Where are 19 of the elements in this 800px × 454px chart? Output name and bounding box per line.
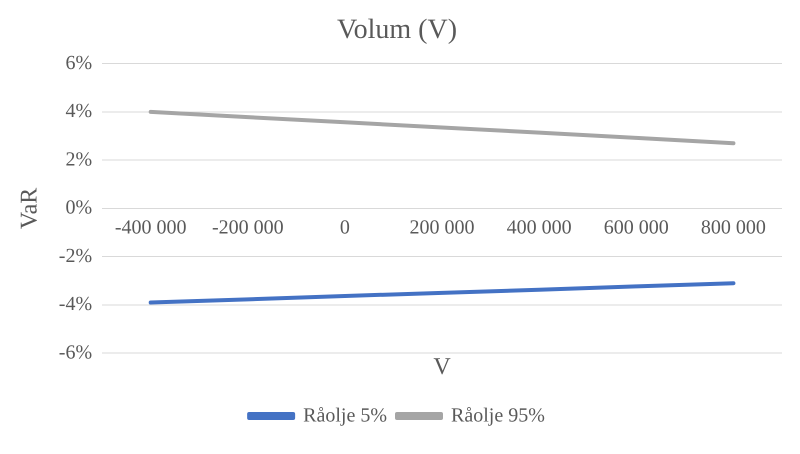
legend-label: Råolje 95% — [451, 404, 545, 426]
y-axis-title: VaR — [16, 188, 43, 230]
x-tick-label: 0 — [340, 216, 350, 239]
x-tick-label: 600 000 — [604, 216, 669, 239]
y-tick-label: -2% — [58, 244, 92, 267]
y-tick-label: -4% — [58, 293, 92, 316]
y-tick-label: 0% — [65, 196, 92, 219]
x-tick-label: 200 000 — [410, 216, 475, 239]
y-tick-label: 4% — [65, 100, 92, 122]
y-tick-label: -6% — [58, 341, 92, 364]
x-tick-label: 800 000 — [700, 216, 766, 239]
x-axis-title: V — [433, 354, 452, 380]
y-tick-label: 2% — [65, 148, 92, 170]
x-tick-label: 400 000 — [506, 216, 572, 239]
x-tick-label: -200 000 — [212, 216, 284, 239]
x-tick-label: -400 000 — [114, 216, 187, 239]
legend-label: Råolje 5% — [303, 404, 388, 426]
chart-title: Volum (V) — [336, 14, 458, 46]
y-tick-label: 6% — [65, 52, 92, 74]
